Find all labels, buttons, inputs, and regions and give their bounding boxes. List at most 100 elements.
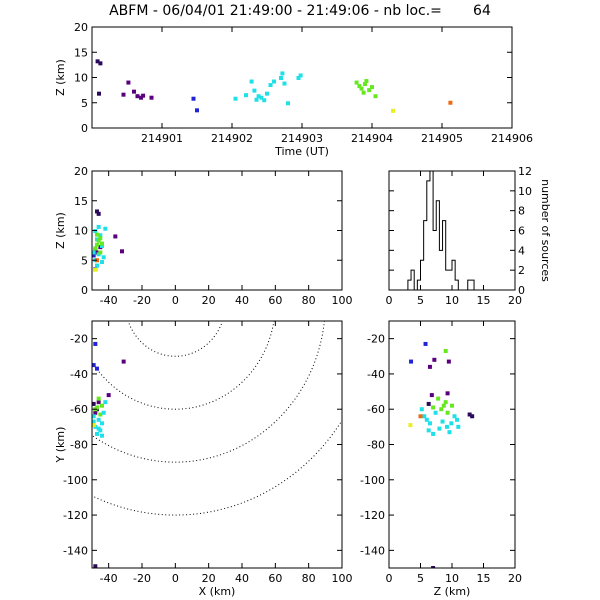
data-point <box>256 94 261 99</box>
y-tick-label: -140 <box>63 544 88 557</box>
data-point <box>103 400 108 405</box>
height_histogram-frame <box>388 170 516 291</box>
data-point <box>367 88 372 93</box>
x-tick-label: 20 <box>508 294 522 307</box>
y-tick-label: 15 <box>74 195 88 208</box>
data-point <box>101 410 106 415</box>
data-point <box>445 391 450 396</box>
data-point <box>96 224 101 229</box>
data-point <box>265 91 269 96</box>
data-point <box>357 84 362 89</box>
x_height-frame <box>91 170 343 291</box>
range-ring <box>92 321 325 463</box>
x-tick-label: -20 <box>133 294 151 307</box>
y-tick-label: 6 <box>518 225 525 238</box>
y-tick-label: -120 <box>360 509 385 522</box>
data-point <box>439 407 444 412</box>
x-tick-label: 20 <box>202 294 216 307</box>
y-tick-label: 2 <box>518 264 525 277</box>
x-tick-label: 0 <box>172 572 179 585</box>
data-point <box>100 241 104 246</box>
x-tick-label: 5 <box>417 572 424 585</box>
x-tick-label: 100 <box>332 572 353 585</box>
data-point <box>95 242 99 247</box>
x-tick-label: -40 <box>100 572 118 585</box>
time_height-frame <box>91 26 513 129</box>
data-point <box>354 80 359 85</box>
data-point <box>426 401 431 406</box>
data-point <box>98 412 103 417</box>
data-point <box>96 426 101 431</box>
data-point <box>280 71 285 76</box>
x-tick-label: 0 <box>172 294 179 307</box>
data-point <box>262 98 267 103</box>
x-tick-label: 214906 <box>491 132 533 145</box>
height_histogram-panel <box>388 170 516 291</box>
data-point <box>419 407 424 412</box>
y-tick-label: 10 <box>74 225 88 238</box>
data-point <box>93 246 98 251</box>
y-tick-label: 12 <box>518 165 532 178</box>
data-point <box>96 417 101 422</box>
data-point <box>455 417 460 422</box>
data-point <box>259 95 264 100</box>
time_height-points <box>95 59 453 113</box>
data-point <box>452 414 457 419</box>
y-tick-label: -140 <box>360 544 385 557</box>
data-point <box>431 431 436 436</box>
z_y-panel <box>388 320 516 569</box>
data-point <box>101 255 106 260</box>
data-point <box>96 211 101 216</box>
data-point <box>93 229 98 234</box>
data-point <box>370 85 374 90</box>
x-tick-label: 80 <box>302 294 316 307</box>
x-tick-label: 214902 <box>211 132 253 145</box>
data-point <box>93 410 98 415</box>
data-point <box>249 79 254 84</box>
y-tick-label: 10 <box>518 185 532 198</box>
data-point <box>431 405 436 410</box>
data-point <box>95 59 100 64</box>
y-tick-label: -40 <box>70 368 88 381</box>
y-axis-label: Z (km) <box>54 212 67 249</box>
data-point <box>282 81 287 86</box>
x-tick-label: 214904 <box>351 132 393 145</box>
y-axis-label: Y (km) <box>54 427 67 464</box>
y-axis-label: Z (km) <box>54 59 67 96</box>
data-point <box>279 76 283 81</box>
x-tick-label: 214905 <box>421 132 463 145</box>
data-point <box>432 357 437 362</box>
data-point <box>429 393 434 398</box>
data-point <box>121 359 126 364</box>
histogram-step <box>407 170 475 291</box>
data-point <box>121 92 126 97</box>
y-axis-label: number of sources <box>539 179 552 282</box>
x_height-points <box>92 209 124 272</box>
time_height-panel <box>91 26 513 129</box>
y-tick-label: -120 <box>63 509 88 522</box>
x-tick-label: 20 <box>508 572 522 585</box>
x-axis-label: X (km) <box>199 585 236 598</box>
y-tick-label: 15 <box>74 46 88 59</box>
data-point <box>359 86 364 91</box>
y-tick-label: 0 <box>81 284 88 297</box>
data-point <box>443 348 448 353</box>
x-tick-label: 5 <box>417 294 424 307</box>
data-point <box>427 364 432 369</box>
data-point <box>92 419 96 424</box>
data-point <box>100 433 104 438</box>
data-point <box>254 97 259 102</box>
data-point <box>363 82 367 87</box>
data-point <box>447 430 452 435</box>
data-point <box>106 393 111 398</box>
data-point <box>100 243 104 248</box>
data-point <box>191 96 196 101</box>
data-point <box>92 423 96 428</box>
data-point <box>443 400 448 405</box>
x-tick-label: 80 <box>302 572 316 585</box>
data-point <box>408 423 413 428</box>
data-point <box>95 232 99 237</box>
y-tick-label: -20 <box>70 333 88 346</box>
x-tick-label: 10 <box>445 572 459 585</box>
